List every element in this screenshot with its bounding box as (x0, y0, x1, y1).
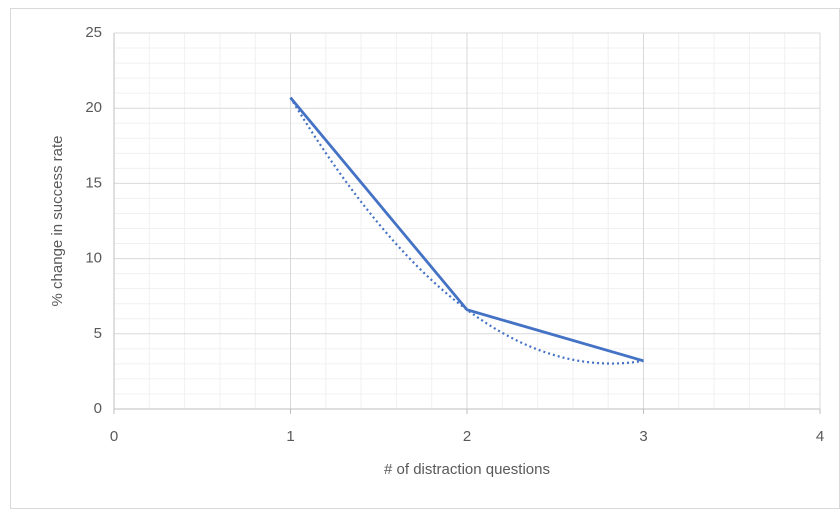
y-tick-label: 10 (85, 250, 102, 267)
data-line (289, 96, 644, 363)
x-tick-label: 1 (286, 428, 294, 445)
y-tick-label: 25 (85, 24, 102, 41)
x-tick-label: 4 (816, 428, 824, 445)
y-tick-label: 0 (94, 400, 102, 417)
x-axis-label: # of distraction questions (384, 461, 550, 478)
x-tick-label: 2 (463, 428, 471, 445)
y-tick-label: 5 (94, 325, 102, 342)
y-axis-label: % change in success rate (49, 136, 66, 307)
y-tick-label: 20 (85, 99, 102, 116)
x-tick-label: 0 (110, 428, 118, 445)
trendline (289, 97, 644, 365)
y-tick-label: 15 (85, 174, 102, 191)
x-tick-label: 3 (639, 428, 647, 445)
